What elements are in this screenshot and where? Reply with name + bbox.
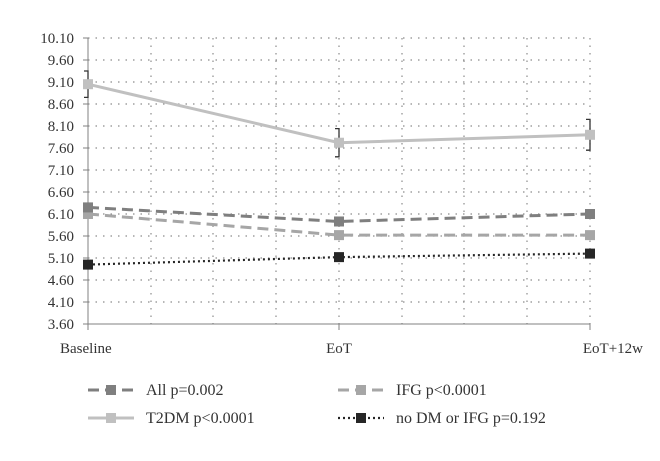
y-tick-label: 6.60 xyxy=(48,185,74,201)
legend-label: IFG p<0.0001 xyxy=(396,382,487,399)
axes xyxy=(83,37,591,330)
legend-label: T2DM p<0.0001 xyxy=(146,410,255,427)
legend-marker xyxy=(106,385,116,395)
y-tick-label: 9.10 xyxy=(48,75,74,91)
legend-label: All p=0.002 xyxy=(146,382,223,399)
legend-label: no DM or IFG p=0.192 xyxy=(396,410,546,427)
data-point xyxy=(334,230,344,241)
x-tick-label: EoT xyxy=(326,341,352,357)
data-point xyxy=(83,79,93,90)
data-point xyxy=(83,209,93,219)
series-line xyxy=(87,205,591,223)
data-point xyxy=(585,209,595,219)
series-markers xyxy=(83,79,595,270)
data-point xyxy=(334,216,344,227)
y-tick-label: 6.10 xyxy=(48,207,74,223)
data-point xyxy=(585,129,595,140)
y-tick-label: 5.10 xyxy=(48,251,74,267)
x-axis-ticks: Baseline EoT EoT+12w xyxy=(60,341,643,357)
y-tick-label: 4.60 xyxy=(48,273,74,289)
legend-marker xyxy=(356,413,366,423)
y-tick-label: 3.60 xyxy=(48,317,74,333)
data-point xyxy=(83,259,93,270)
y-tick-label: 9.60 xyxy=(48,53,74,69)
y-tick-label: 4.10 xyxy=(48,295,74,311)
y-tick-label: 8.60 xyxy=(48,97,74,113)
legend: All p=0.002 IFG p<0.0001 T2DM p<0.0001 no D… xyxy=(88,382,546,427)
data-point xyxy=(585,230,595,241)
data-point xyxy=(585,248,595,259)
y-tick-label: 7.60 xyxy=(48,141,74,157)
y-tick-label: 8.10 xyxy=(48,119,74,135)
x-tick-label: Baseline xyxy=(60,341,112,357)
grid-lines xyxy=(88,37,591,324)
y-axis-ticks: 3.60 4.10 4.60 5.10 5.60 6.10 6.60 7.10 7.60 8.10… xyxy=(40,31,74,333)
data-point xyxy=(83,202,93,213)
data-point xyxy=(334,252,344,263)
y-tick-label: 7.10 xyxy=(48,163,74,179)
data-point xyxy=(334,137,344,148)
y-tick-label: 5.60 xyxy=(48,229,74,245)
legend-marker xyxy=(106,413,116,423)
x-tick-label: EoT+12w xyxy=(583,341,643,357)
y-tick-label: 10.10 xyxy=(40,31,74,47)
legend-marker xyxy=(356,385,366,395)
